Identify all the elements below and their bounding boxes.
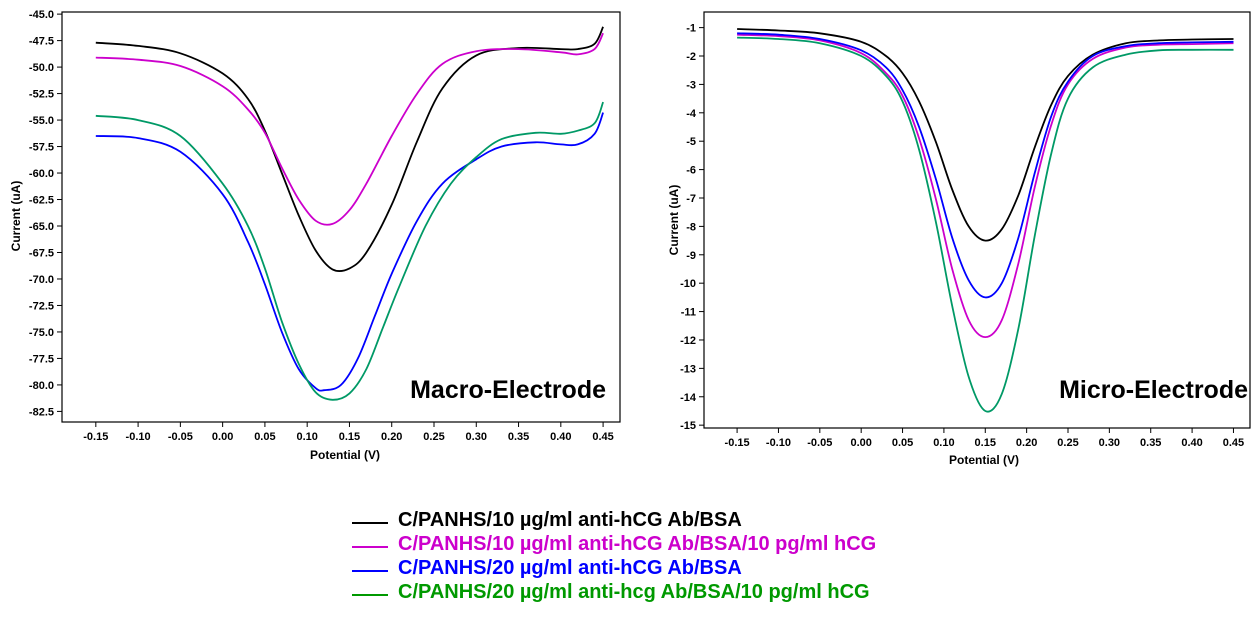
x-tick-label: 0.30: [1099, 437, 1120, 449]
legend-swatch: [352, 522, 388, 524]
legend-swatch: [352, 570, 388, 572]
y-tick-label: -70.0: [29, 274, 54, 286]
series-line: [95, 101, 604, 401]
legend-item: C/PANHS/20 µg/ml anti-hcg Ab/BSA/10 pg/m…: [352, 580, 876, 604]
chart-canvas: -45.0 -47.5 -50.0 -52.5 -55.0 -57.5 -60.0 -62.5…: [9, 9, 1251, 467]
macro-electrode-panel: -45.0 -47.5 -50.0 -52.5 -55.0 -57.5 -60.0 -62.5…: [9, 9, 621, 462]
y-tick-label: -1: [686, 23, 696, 35]
y-tick-label: -65.0: [29, 221, 54, 233]
x-tick-label: -0.10: [766, 437, 791, 449]
y-tick-label: -47.5: [29, 36, 54, 48]
x-tick-label: 0.40: [1181, 437, 1202, 449]
y-axis-label: Current (uA): [667, 185, 681, 256]
x-tick-label: 0.30: [466, 431, 487, 443]
x-tick-label: 0.10: [296, 431, 317, 443]
x-tick-label: 0.25: [423, 431, 444, 443]
y-tick-label: -3: [686, 79, 696, 91]
y-tick-label: -50.0: [29, 62, 54, 74]
y-tick-label: -9: [686, 250, 696, 262]
x-tick-label: -0.05: [807, 437, 832, 449]
x-tick-label: -0.10: [126, 431, 151, 443]
y-tick-label: -13: [680, 363, 696, 375]
legend-item: C/PANHS/20 µg/ml anti-hCG Ab/BSA: [352, 556, 876, 580]
series-line: [737, 33, 1234, 339]
legend-label: C/PANHS/20 µg/ml anti-hcg Ab/BSA/10 pg/m…: [398, 580, 870, 603]
inset-label: Macro-Electrode: [410, 376, 606, 404]
x-tick-label: 0.00: [212, 431, 233, 443]
x-tick-label: 0.40: [550, 431, 571, 443]
y-tick-label: -60.0: [29, 168, 54, 180]
x-tick-label: 0.35: [508, 431, 529, 443]
legend-swatch: [352, 594, 388, 596]
x-tick-label: 0.05: [892, 437, 913, 449]
y-tick-label: -15: [680, 420, 696, 432]
x-tick-label: 0.10: [933, 437, 954, 449]
legend-label: C/PANHS/10 µg/ml anti-hCG Ab/BSA: [398, 508, 742, 531]
y-tick-label: -62.5: [29, 195, 54, 207]
x-axis-label: Potential (V): [949, 453, 1019, 467]
x-axis-label: Potential (V): [310, 448, 380, 462]
plot-frame: [61, 11, 621, 423]
y-tick-label: -10: [680, 278, 696, 290]
y-tick-label: -11: [681, 307, 696, 319]
series-line: [737, 28, 1234, 242]
series-line: [737, 32, 1234, 299]
x-tick-label: -0.15: [83, 431, 108, 443]
legend-item: C/PANHS/10 µg/ml anti-hCG Ab/BSA: [352, 508, 876, 532]
x-tick-label: 0.45: [592, 431, 613, 443]
legend-label: C/PANHS/10 µg/ml anti-hCG Ab/BSA/10 pg/m…: [398, 532, 877, 555]
x-tick-label: 0.15: [339, 431, 360, 443]
y-tick-label: -45.0: [29, 9, 54, 21]
x-tick-label: 0.20: [1016, 437, 1037, 449]
y-tick-label: -14: [680, 392, 697, 404]
y-tick-label: -6: [686, 165, 696, 177]
x-tick-label: 0.05: [254, 431, 275, 443]
x-tick-label: 0.35: [1140, 437, 1161, 449]
y-tick-label: -72.5: [29, 300, 54, 312]
y-tick-label: -57.5: [29, 142, 54, 154]
y-tick-label: -67.5: [29, 247, 54, 259]
y-tick-label: -80.0: [29, 380, 54, 392]
micro-electrode-panel: -1 -2 -3 -4 -5 -6 -7 -8 -9 -10 -11 -12 -13 -14 -15 -0.…: [667, 11, 1251, 467]
series-line: [95, 32, 604, 226]
x-tick-label: 0.15: [975, 437, 996, 449]
x-tick-label: 0.25: [1057, 437, 1078, 449]
y-tick-label: -2: [686, 51, 696, 63]
y-tick-label: -55.0: [29, 115, 54, 127]
x-tick-label: -0.15: [725, 437, 750, 449]
plot-frame: [703, 11, 1251, 429]
series-line: [95, 112, 604, 392]
y-tick-label: -4: [686, 108, 697, 120]
y-tick-label: -52.5: [29, 89, 54, 101]
y-tick-label: -7: [686, 193, 696, 205]
y-tick-label: -5: [686, 136, 696, 148]
y-tick-label: -75.0: [29, 327, 54, 339]
x-tick-label: 0.45: [1223, 437, 1244, 449]
y-tick-label: -82.5: [29, 406, 54, 418]
series-line: [737, 36, 1234, 413]
y-tick-label: -77.5: [29, 353, 54, 365]
y-axis-label: Current (uA): [9, 181, 23, 252]
y-tick-label: -12: [680, 335, 696, 347]
legend-swatch: [352, 546, 388, 548]
x-tick-label: -0.05: [168, 431, 193, 443]
series-line: [95, 26, 604, 273]
x-tick-label: 0.00: [850, 437, 871, 449]
legend: C/PANHS/10 µg/ml anti-hCG Ab/BSA C/PANHS…: [352, 508, 876, 604]
inset-label: Micro-Electrode: [1059, 376, 1248, 404]
x-tick-label: 0.20: [381, 431, 402, 443]
y-tick-label: -8: [686, 221, 696, 233]
legend-item: C/PANHS/10 µg/ml anti-hCG Ab/BSA/10 pg/m…: [352, 532, 876, 556]
legend-label: C/PANHS/20 µg/ml anti-hCG Ab/BSA: [398, 556, 742, 579]
